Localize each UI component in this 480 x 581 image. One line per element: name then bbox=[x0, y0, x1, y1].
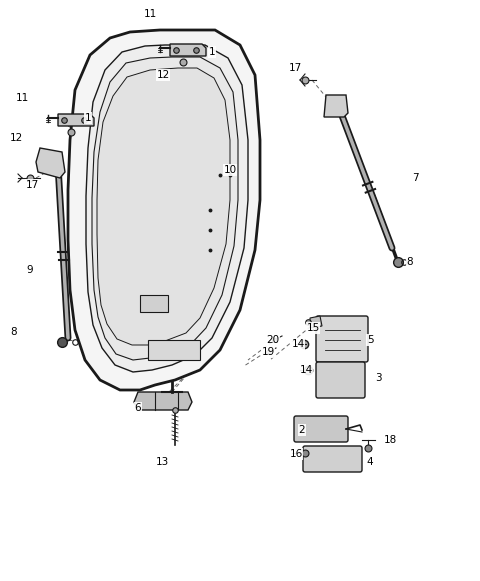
Text: 17: 17 bbox=[25, 180, 38, 190]
Polygon shape bbox=[170, 44, 206, 56]
Polygon shape bbox=[58, 114, 94, 126]
Text: 8: 8 bbox=[11, 327, 17, 337]
FancyBboxPatch shape bbox=[294, 416, 348, 442]
Text: 10: 10 bbox=[223, 165, 237, 175]
FancyBboxPatch shape bbox=[303, 446, 362, 472]
Polygon shape bbox=[68, 30, 260, 390]
Polygon shape bbox=[86, 45, 248, 372]
FancyBboxPatch shape bbox=[316, 316, 368, 362]
Text: 20: 20 bbox=[266, 335, 279, 345]
Text: 6: 6 bbox=[135, 403, 141, 413]
Text: 4: 4 bbox=[367, 457, 373, 467]
Text: 15: 15 bbox=[306, 323, 320, 333]
Text: 9: 9 bbox=[27, 265, 33, 275]
Polygon shape bbox=[97, 68, 230, 345]
Text: 7: 7 bbox=[412, 173, 418, 183]
Text: 17: 17 bbox=[288, 63, 301, 73]
Text: 16: 16 bbox=[289, 449, 302, 459]
Text: 19: 19 bbox=[262, 347, 275, 357]
Text: 12: 12 bbox=[10, 133, 23, 143]
Text: 18: 18 bbox=[384, 435, 396, 445]
Text: 5: 5 bbox=[367, 335, 373, 345]
FancyBboxPatch shape bbox=[316, 362, 365, 398]
Text: 14: 14 bbox=[291, 339, 305, 349]
Text: 2: 2 bbox=[299, 425, 305, 435]
Polygon shape bbox=[134, 392, 192, 410]
Text: 14: 14 bbox=[300, 365, 312, 375]
Polygon shape bbox=[140, 295, 168, 312]
Text: 11: 11 bbox=[144, 9, 156, 19]
Text: 12: 12 bbox=[156, 70, 169, 80]
Polygon shape bbox=[36, 148, 65, 178]
Polygon shape bbox=[92, 57, 238, 360]
Polygon shape bbox=[148, 340, 200, 360]
Polygon shape bbox=[310, 316, 322, 328]
Text: 1: 1 bbox=[209, 47, 216, 57]
Text: 3: 3 bbox=[375, 373, 381, 383]
Text: 8: 8 bbox=[407, 257, 413, 267]
Text: 11: 11 bbox=[15, 93, 29, 103]
Text: 1: 1 bbox=[84, 113, 91, 123]
Polygon shape bbox=[324, 95, 348, 117]
Text: 13: 13 bbox=[156, 457, 168, 467]
